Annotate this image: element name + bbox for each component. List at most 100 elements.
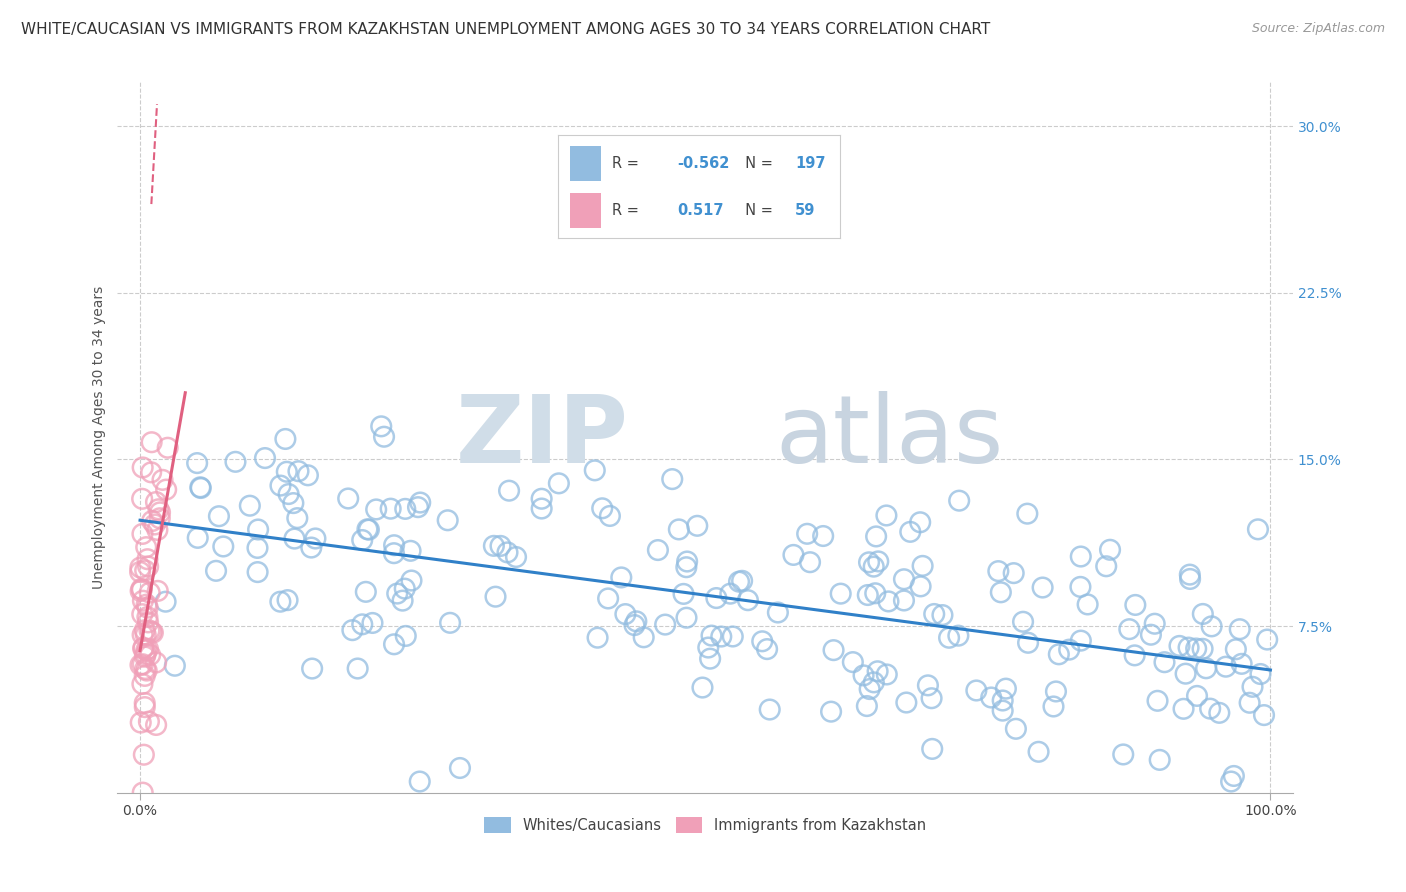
Point: [1168, 639, 1191, 653]
Point: [1149, 753, 1171, 767]
Point: [922, 607, 945, 621]
Point: [146, 523, 169, 537]
Point: [799, 555, 821, 569]
Point: [136, 559, 159, 574]
Point: [212, 540, 235, 554]
Point: [858, 555, 880, 569]
Point: [948, 629, 970, 643]
Point: [697, 640, 720, 655]
Point: [893, 572, 915, 586]
Point: [186, 456, 208, 470]
Point: [893, 593, 915, 607]
Point: [908, 515, 931, 529]
Point: [132, 747, 155, 762]
Point: [297, 468, 319, 483]
Point: [721, 630, 744, 644]
Point: [1077, 598, 1099, 612]
Point: [598, 591, 620, 606]
Point: [142, 625, 165, 640]
Point: [135, 643, 157, 657]
Point: [1199, 701, 1222, 715]
Point: [354, 585, 377, 599]
Point: [948, 493, 970, 508]
Point: [1247, 522, 1270, 536]
Point: [1032, 581, 1054, 595]
Point: [370, 419, 392, 434]
Point: [1099, 542, 1122, 557]
Point: [676, 555, 699, 569]
Point: [135, 540, 157, 554]
Point: [163, 658, 186, 673]
Point: [269, 595, 291, 609]
Point: [352, 617, 374, 632]
Point: [1215, 659, 1237, 673]
Point: [583, 463, 606, 477]
Point: [391, 593, 413, 607]
Text: WHITE/CAUCASIAN VS IMMIGRANTS FROM KAZAKHSTAN UNEMPLOYMENT AMONG AGES 30 TO 34 Y: WHITE/CAUCASIAN VS IMMIGRANTS FROM KAZAK…: [21, 22, 990, 37]
Point: [146, 583, 169, 598]
Point: [145, 656, 167, 670]
Point: [1241, 680, 1264, 694]
Point: [868, 554, 890, 568]
Point: [401, 574, 423, 588]
Point: [965, 683, 987, 698]
Point: [276, 465, 298, 479]
Point: [299, 541, 322, 555]
Point: [187, 531, 209, 545]
Point: [132, 640, 155, 655]
Point: [614, 607, 637, 621]
Point: [856, 588, 879, 602]
Point: [1191, 607, 1213, 621]
Point: [131, 460, 153, 475]
Point: [758, 702, 780, 716]
Point: [136, 610, 159, 624]
Point: [991, 704, 1014, 718]
Point: [700, 629, 723, 643]
Point: [1250, 667, 1272, 681]
Point: [865, 529, 887, 543]
Point: [138, 585, 160, 599]
Point: [283, 532, 305, 546]
Point: [394, 501, 416, 516]
Point: [1118, 622, 1140, 636]
Point: [346, 661, 368, 675]
Point: [380, 501, 402, 516]
Point: [1178, 567, 1201, 582]
Point: [1002, 566, 1025, 581]
Point: [188, 480, 211, 494]
Point: [143, 517, 166, 532]
Point: [134, 696, 156, 710]
Point: [138, 714, 160, 729]
Point: [1173, 702, 1195, 716]
Point: [1057, 642, 1080, 657]
Point: [718, 587, 741, 601]
Point: [1191, 641, 1213, 656]
Point: [439, 615, 461, 630]
Point: [1195, 661, 1218, 675]
Point: [409, 495, 432, 509]
Point: [134, 649, 156, 664]
Point: [247, 523, 270, 537]
Point: [138, 624, 160, 638]
Point: [134, 669, 156, 683]
Point: [141, 624, 163, 639]
Point: [896, 696, 918, 710]
Point: [599, 508, 621, 523]
Point: [856, 699, 879, 714]
Point: [136, 642, 159, 657]
Point: [253, 451, 276, 466]
Point: [987, 564, 1010, 578]
Point: [131, 491, 153, 506]
Point: [1146, 694, 1168, 708]
Point: [342, 623, 364, 637]
Point: [1069, 580, 1091, 594]
Point: [132, 786, 155, 800]
Point: [283, 496, 305, 510]
Point: [1143, 616, 1166, 631]
Point: [395, 629, 418, 643]
Point: [862, 559, 884, 574]
Point: [863, 675, 886, 690]
Point: [1229, 622, 1251, 636]
Point: [399, 544, 422, 558]
Point: [1112, 747, 1135, 762]
